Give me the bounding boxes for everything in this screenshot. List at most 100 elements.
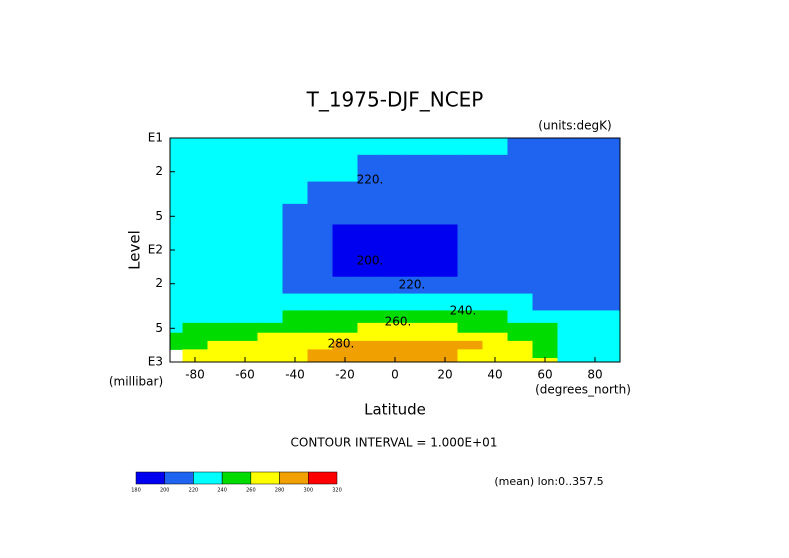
field-cell bbox=[407, 293, 433, 311]
field-cell bbox=[307, 138, 333, 156]
colorbar-label: 320 bbox=[332, 488, 342, 494]
field-cell bbox=[557, 181, 583, 205]
field-cell bbox=[407, 224, 433, 242]
field-cell bbox=[607, 322, 621, 334]
field-cell bbox=[607, 241, 621, 261]
field-cell bbox=[357, 293, 383, 311]
x-tick-label: -80 bbox=[185, 368, 205, 382]
field-cell bbox=[382, 322, 408, 334]
field-cell bbox=[557, 340, 583, 350]
field-cell bbox=[332, 259, 358, 278]
y-tick-label: 2 bbox=[155, 164, 163, 178]
field-cell bbox=[432, 138, 458, 156]
field-cell bbox=[382, 224, 408, 242]
field-cell bbox=[170, 224, 183, 242]
field-cell bbox=[532, 241, 558, 261]
field-cell bbox=[482, 203, 508, 225]
field-cell bbox=[207, 203, 233, 225]
field-cell bbox=[582, 340, 608, 350]
field-cell bbox=[582, 276, 608, 295]
colorbar-swatch bbox=[279, 471, 309, 485]
field-cell bbox=[182, 138, 208, 156]
field-cell bbox=[532, 181, 558, 205]
field-cell bbox=[207, 310, 233, 324]
field-cell bbox=[482, 181, 508, 205]
field-cell bbox=[282, 276, 308, 295]
field-cell bbox=[482, 154, 508, 183]
x-tick-label: -60 bbox=[235, 368, 255, 382]
field-cell bbox=[357, 276, 383, 295]
field-cell bbox=[457, 349, 483, 359]
field-cell bbox=[232, 203, 258, 225]
field-cell bbox=[382, 349, 408, 359]
y-tick-label: 5 bbox=[155, 321, 163, 335]
field-cell bbox=[257, 203, 283, 225]
field-cell bbox=[457, 154, 483, 183]
field-cell bbox=[182, 224, 208, 242]
field-cell bbox=[532, 322, 558, 334]
field-cell bbox=[607, 332, 621, 342]
field-cell bbox=[357, 310, 383, 324]
x-tick-label: -40 bbox=[285, 368, 305, 382]
field-cell bbox=[582, 259, 608, 278]
field-cell bbox=[507, 276, 533, 295]
contour-label: 280. bbox=[328, 337, 355, 351]
field-cell bbox=[332, 224, 358, 242]
field-cell bbox=[282, 340, 308, 350]
field-cell bbox=[532, 310, 558, 324]
field-cell bbox=[607, 259, 621, 278]
field-cell bbox=[307, 259, 333, 278]
field-cell bbox=[407, 340, 433, 350]
y-tick-label: E3 bbox=[148, 355, 163, 369]
field-cell bbox=[457, 293, 483, 311]
field-cell bbox=[282, 224, 308, 242]
field-cell bbox=[357, 138, 383, 156]
field-cell bbox=[432, 259, 458, 278]
field-cell bbox=[170, 332, 183, 342]
contour-label: 220. bbox=[399, 278, 426, 292]
colorbar-label: 280 bbox=[275, 488, 285, 494]
field-cell bbox=[407, 322, 433, 334]
x-axis-label: Latitude bbox=[364, 401, 426, 419]
field-cell bbox=[282, 332, 308, 342]
field-cell bbox=[382, 241, 408, 261]
field-cell bbox=[582, 322, 608, 334]
field-cell bbox=[257, 224, 283, 242]
chart-title: T_1975-DJF_NCEP bbox=[306, 88, 484, 112]
field-cell bbox=[507, 349, 533, 359]
field-cell bbox=[507, 203, 533, 225]
field-cell bbox=[557, 138, 583, 156]
field-cell bbox=[207, 276, 233, 295]
field-cell bbox=[407, 203, 433, 225]
field-cell bbox=[357, 358, 383, 363]
field-cell bbox=[307, 358, 333, 363]
field-cell bbox=[182, 349, 208, 359]
field-cell bbox=[382, 293, 408, 311]
field-cell bbox=[607, 138, 621, 156]
field-cell bbox=[482, 340, 508, 350]
field-cell bbox=[507, 259, 533, 278]
field-cell bbox=[457, 259, 483, 278]
field-cell bbox=[557, 332, 583, 342]
field-cell bbox=[432, 203, 458, 225]
field-cell bbox=[482, 224, 508, 242]
field-cell bbox=[557, 293, 583, 311]
field-cell bbox=[307, 332, 333, 342]
colorbar-label: 220 bbox=[189, 488, 199, 494]
field-cell bbox=[507, 181, 533, 205]
field-cell bbox=[232, 322, 258, 334]
field-cell bbox=[282, 310, 308, 324]
field-cell bbox=[307, 203, 333, 225]
field-cell bbox=[207, 340, 233, 350]
field-cell bbox=[207, 138, 233, 156]
contour-label: 200. bbox=[357, 254, 384, 268]
field-cell bbox=[382, 276, 408, 295]
field-cell bbox=[482, 349, 508, 359]
field-cell bbox=[257, 181, 283, 205]
field-cell bbox=[332, 322, 358, 334]
contour-interval: CONTOUR INTERVAL = 1.000E+01 bbox=[291, 436, 498, 450]
field-cell bbox=[357, 154, 383, 183]
colorbar-swatch bbox=[164, 471, 194, 485]
